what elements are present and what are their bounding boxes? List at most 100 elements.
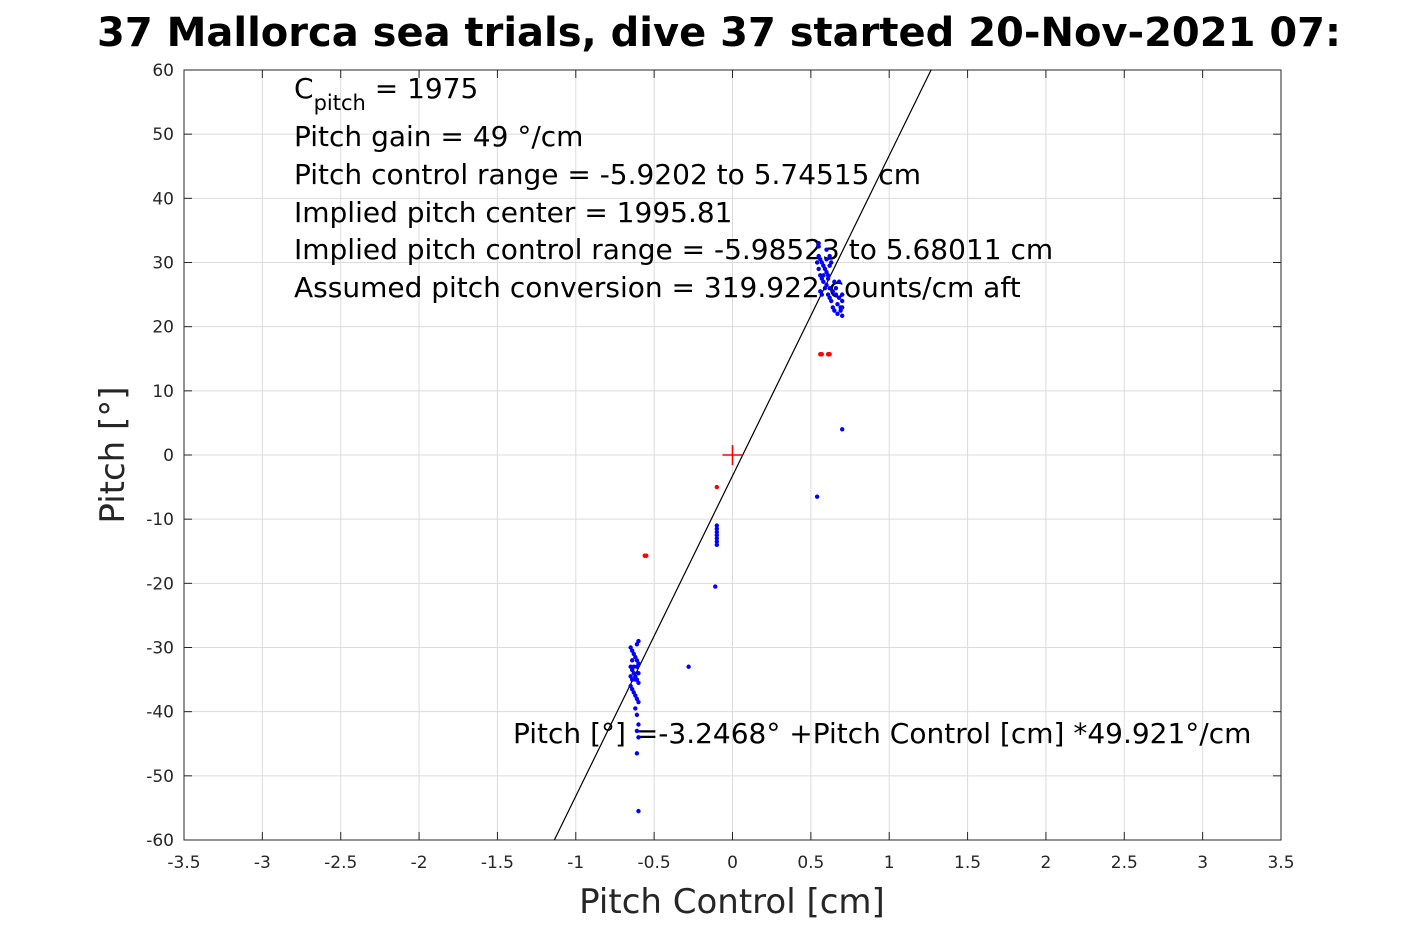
data-point xyxy=(636,722,641,727)
data-point xyxy=(630,658,635,663)
x-tick-label: -1.5 xyxy=(481,853,514,873)
data-point xyxy=(714,542,720,548)
x-tick-label: 0.5 xyxy=(797,853,824,873)
y-tick-label: -10 xyxy=(146,510,174,530)
data-point xyxy=(633,677,638,682)
data-point xyxy=(832,279,837,284)
y-tick-label: 10 xyxy=(152,382,174,402)
y-tick-label: 60 xyxy=(152,61,174,81)
data-point xyxy=(814,260,820,265)
data-point xyxy=(827,295,832,300)
data-point xyxy=(714,484,720,490)
center-marker-group xyxy=(722,445,743,465)
fit-line-group xyxy=(553,69,932,841)
chart-title: 37 Mallorca sea trials, dive 37 started … xyxy=(97,10,1341,56)
data-point xyxy=(838,308,843,313)
data-point xyxy=(827,285,832,291)
data-point xyxy=(830,305,835,310)
data-point xyxy=(825,273,831,278)
data-point xyxy=(634,642,640,647)
annotations: Cpitch = 1975 Pitch gain = 49 °/cm Pitch… xyxy=(294,72,1251,750)
conversion-annotation: Assumed pitch conversion = 319.922 count… xyxy=(294,271,1021,304)
data-point xyxy=(633,706,638,711)
data-point xyxy=(816,266,821,272)
x-tick-label: -1 xyxy=(567,853,584,873)
y-tick-label: 30 xyxy=(152,254,174,274)
data-point xyxy=(836,295,842,300)
x-tick-label: -0.5 xyxy=(638,853,671,873)
y-tick-label: -60 xyxy=(146,831,174,851)
x-tick-label: -2.5 xyxy=(324,853,357,873)
data-point xyxy=(840,292,845,297)
data-point xyxy=(830,289,835,294)
x-tick-label: 3 xyxy=(1197,853,1208,873)
y-tick-label: 40 xyxy=(152,189,174,209)
implied-range-annotation: Implied pitch control range = -5.98523 t… xyxy=(294,233,1053,266)
data-point xyxy=(634,664,640,669)
data-point xyxy=(636,680,641,685)
x-tick-label: -3.5 xyxy=(167,853,200,873)
y-tick-label: -30 xyxy=(146,639,174,659)
data-point xyxy=(835,302,840,307)
x-tick-label: 3.5 xyxy=(1267,853,1294,873)
y-tick-label: 50 xyxy=(152,125,174,145)
data-point xyxy=(821,273,826,278)
y-tick-label: -20 xyxy=(146,574,174,594)
y-tick-label: 20 xyxy=(152,318,174,338)
x-tick-label: -2 xyxy=(411,853,428,873)
data-point xyxy=(822,285,828,291)
data-point xyxy=(628,674,633,679)
data-point xyxy=(714,539,720,544)
data-point xyxy=(634,712,640,718)
data-point xyxy=(636,735,641,740)
x-tick-label: 2 xyxy=(1041,853,1052,873)
x-axis-label: Pitch Control [cm] xyxy=(579,882,885,922)
data-point xyxy=(824,247,829,252)
data-point xyxy=(833,285,839,291)
data-point xyxy=(821,279,826,284)
x-tick-label: 1.5 xyxy=(954,853,981,873)
data-point xyxy=(840,313,845,318)
data-point xyxy=(714,536,720,541)
data-point xyxy=(833,292,839,297)
data-point xyxy=(714,523,720,528)
data-point xyxy=(816,241,821,246)
y-tick-label: -40 xyxy=(146,703,174,723)
gain-annotation: Pitch gain = 49 °/cm xyxy=(294,120,583,153)
data-point xyxy=(840,298,845,304)
axis-ticks: -3.5 -3 -2.5 -2 -1.5 -1 -0.5 0 0.5 1 1.5 2 2.5 3 3.5 -6… xyxy=(146,61,1294,873)
data-point xyxy=(634,751,640,756)
data-point xyxy=(714,526,720,531)
data-points xyxy=(628,241,845,814)
data-point xyxy=(824,257,829,262)
control-range-annotation: Pitch control range = -5.9202 to 5.74515… xyxy=(294,158,921,191)
implied-center-annotation: Implied pitch center = 1995.81 xyxy=(294,196,732,229)
data-point xyxy=(713,584,718,589)
data-point xyxy=(825,276,831,281)
c-pitch-annotation: Cpitch = 1975 xyxy=(294,72,478,115)
data-point xyxy=(829,260,834,265)
data-point xyxy=(631,664,636,669)
y-tick-label: 0 xyxy=(163,446,174,466)
data-point xyxy=(836,279,842,284)
fit-equation-annotation: Pitch [°] =-3.2468° +Pitch Control [cm] … xyxy=(513,717,1251,750)
y-tick-label: -50 xyxy=(146,767,174,787)
y-axis-label: Pitch [°] xyxy=(93,386,133,523)
data-point xyxy=(714,533,720,538)
data-point xyxy=(835,311,840,317)
data-point xyxy=(636,808,641,814)
data-point xyxy=(644,553,649,558)
x-tick-label: 0 xyxy=(727,853,738,873)
data-point xyxy=(714,529,720,535)
grid xyxy=(183,69,1282,841)
data-point xyxy=(827,253,832,259)
data-point xyxy=(814,494,820,499)
data-point xyxy=(634,728,640,734)
data-point xyxy=(816,244,821,249)
data-point xyxy=(840,427,845,432)
data-point xyxy=(818,289,823,294)
data-point xyxy=(827,352,832,357)
x-tick-label: 2.5 xyxy=(1111,853,1138,873)
x-tick-label: -3 xyxy=(254,853,271,873)
